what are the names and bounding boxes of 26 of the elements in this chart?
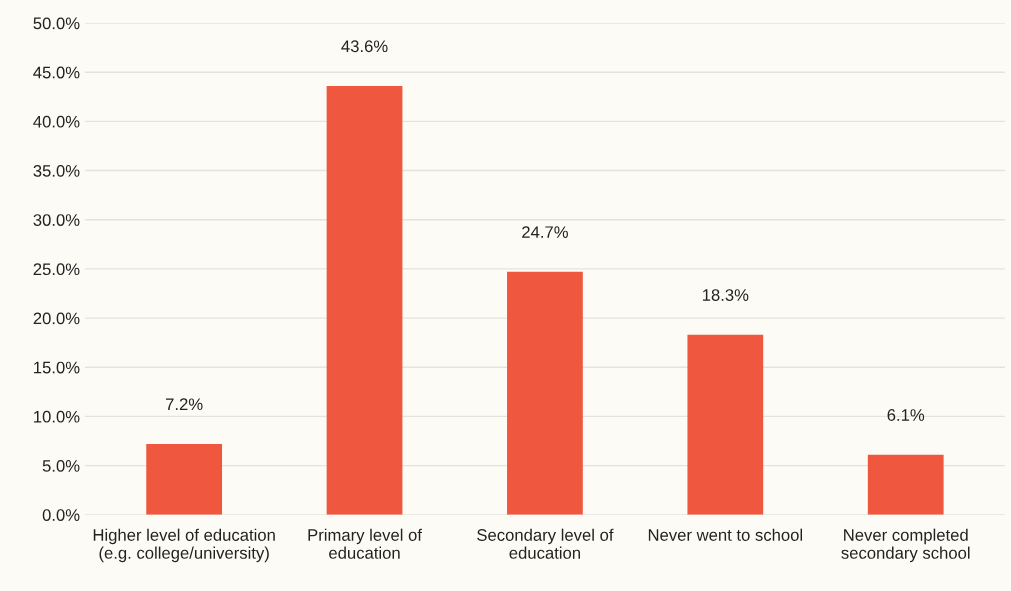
x-tick-label: Primary level of education: [308, 528, 422, 559]
x-tick-label: Higher level of education (e.g. college/university): [93, 528, 275, 563]
data-label: 18.3%: [702, 289, 749, 301]
bar: [326, 85, 403, 515]
y-tick-label: 20.0%: [33, 312, 80, 325]
y-tick-label: 5.0%: [42, 459, 80, 472]
bar: [507, 271, 583, 515]
bar: [867, 454, 944, 515]
y-tick-label: 10.0%: [34, 410, 80, 423]
y-tick-label: 30.0%: [33, 214, 80, 226]
data-label: 7.2%: [166, 398, 203, 411]
y-tick-label: 40.0%: [33, 115, 80, 128]
y-tick-label: 50.0%: [33, 17, 80, 30]
bar: [687, 334, 764, 515]
x-tick-label: Never completed secondary school: [841, 528, 970, 563]
y-tick-label: 25.0%: [33, 263, 80, 276]
x-tick-label: Secondary level of education: [477, 528, 614, 559]
y-tick-label: 0.0%: [42, 509, 80, 521]
y-tick-label: 45.0%: [33, 66, 80, 79]
data-label: 24.7%: [522, 226, 568, 238]
data-label: 43.6%: [341, 40, 388, 53]
y-tick-label: 35.0%: [33, 164, 80, 177]
y-tick-label: 15.0%: [34, 361, 80, 374]
bar: [146, 443, 223, 515]
data-label: 6.1%: [887, 409, 925, 421]
x-tick-label: Never went to school: [648, 528, 803, 541]
